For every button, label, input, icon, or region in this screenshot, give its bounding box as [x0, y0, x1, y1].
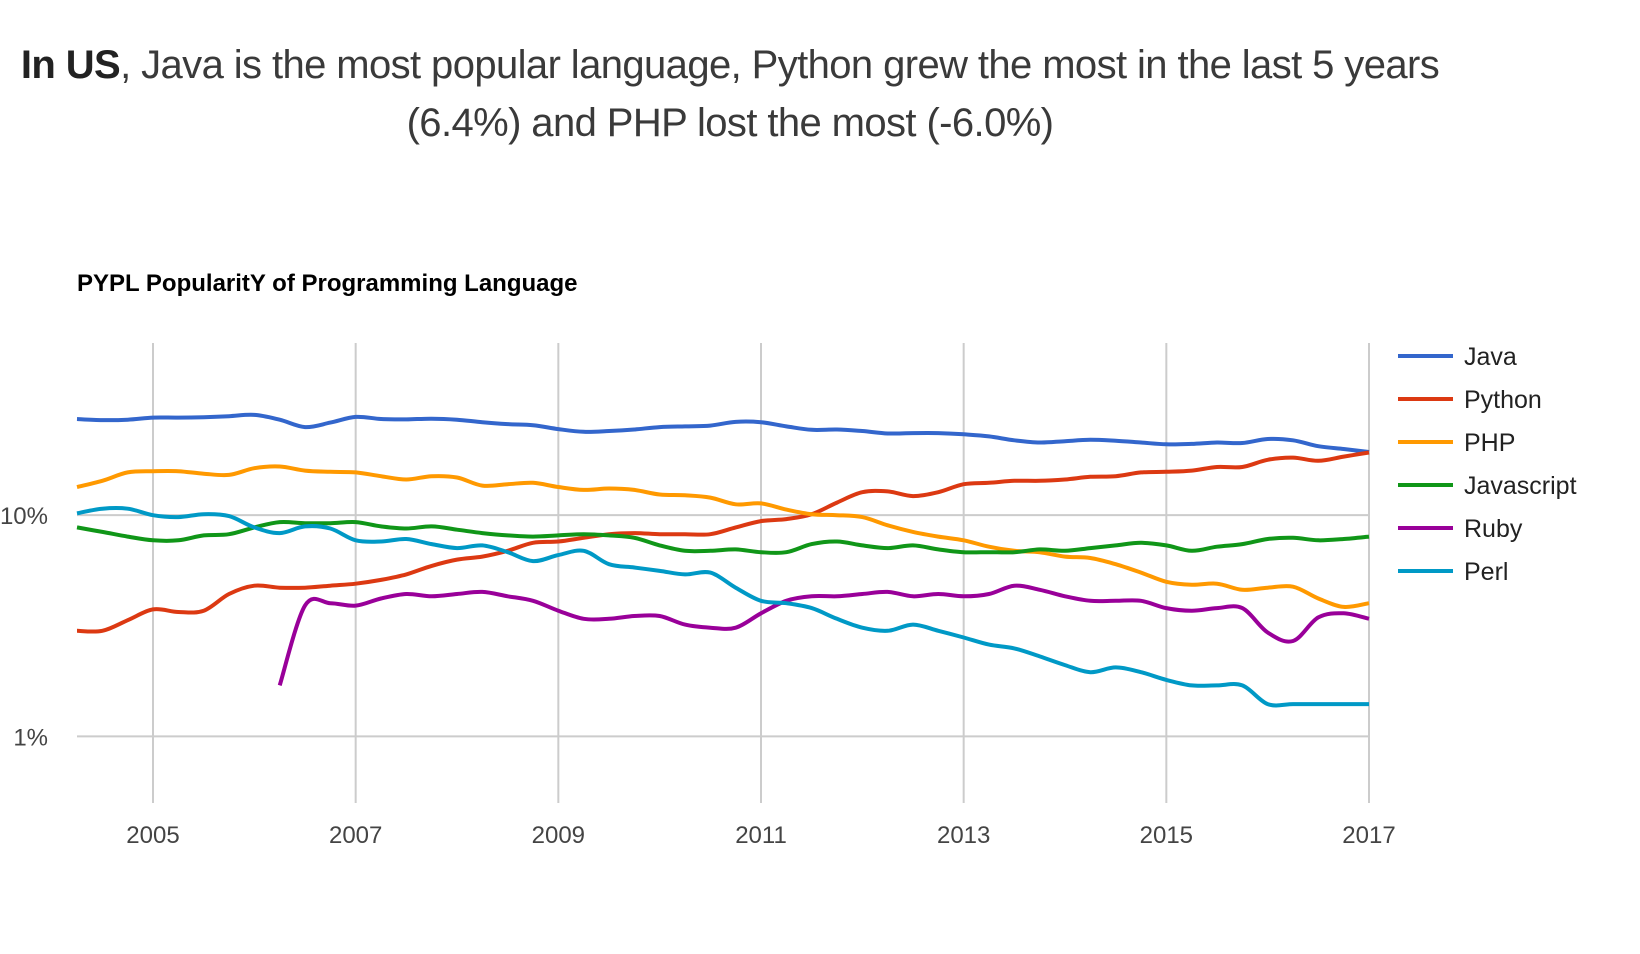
x-tick-label: 2005	[126, 822, 179, 849]
legend-label: PHP	[1464, 429, 1515, 457]
series-line-python	[76, 450, 1370, 634]
series-line-php	[76, 464, 1370, 609]
chart-title: PYPL PopularitY of Programming Language	[77, 270, 578, 297]
legend-item-python: Python	[1398, 386, 1542, 414]
x-tick-label: 2009	[532, 822, 585, 849]
series-line-javascript	[76, 519, 1370, 555]
series-lines	[76, 412, 1370, 708]
legend-label: Javascript	[1464, 472, 1577, 500]
series-line-perl	[76, 505, 1369, 708]
headline: In US, Java is the most popular language…	[0, 36, 1460, 152]
headline-text: , Java is the most popular language, Pyt…	[120, 43, 1440, 145]
x-tick-label: 2011	[735, 822, 787, 849]
x-tick-label: 2017	[1342, 822, 1395, 849]
y-tick-label: 10%	[0, 503, 48, 530]
series-line-java	[76, 412, 1370, 454]
legend-item-javascript: Javascript	[1398, 472, 1577, 500]
legend-label: Java	[1464, 343, 1517, 371]
x-tick-label: 2013	[937, 822, 990, 849]
legend: Java Python PHP Javascript Ruby Perl	[1398, 343, 1577, 586]
y-axis-ticks: 1% 10%	[0, 503, 48, 751]
legend-item-php: PHP	[1398, 429, 1515, 457]
grid	[77, 343, 1370, 803]
series-line-ruby	[277, 583, 1370, 687]
legend-item-ruby: Ruby	[1398, 515, 1523, 543]
x-tick-label: 2015	[1140, 822, 1193, 849]
legend-label: Perl	[1464, 558, 1508, 586]
legend-item-java: Java	[1398, 343, 1517, 371]
legend-label: Ruby	[1464, 515, 1523, 543]
y-tick-label: 1%	[13, 724, 48, 751]
legend-label: Python	[1464, 386, 1542, 414]
x-tick-label: 2007	[329, 822, 382, 849]
legend-item-perl: Perl	[1398, 558, 1508, 586]
x-axis-ticks: 2005 2007 2009 2011 2013 2015 2017	[126, 822, 1395, 849]
headline-lead: In US	[20, 43, 121, 87]
